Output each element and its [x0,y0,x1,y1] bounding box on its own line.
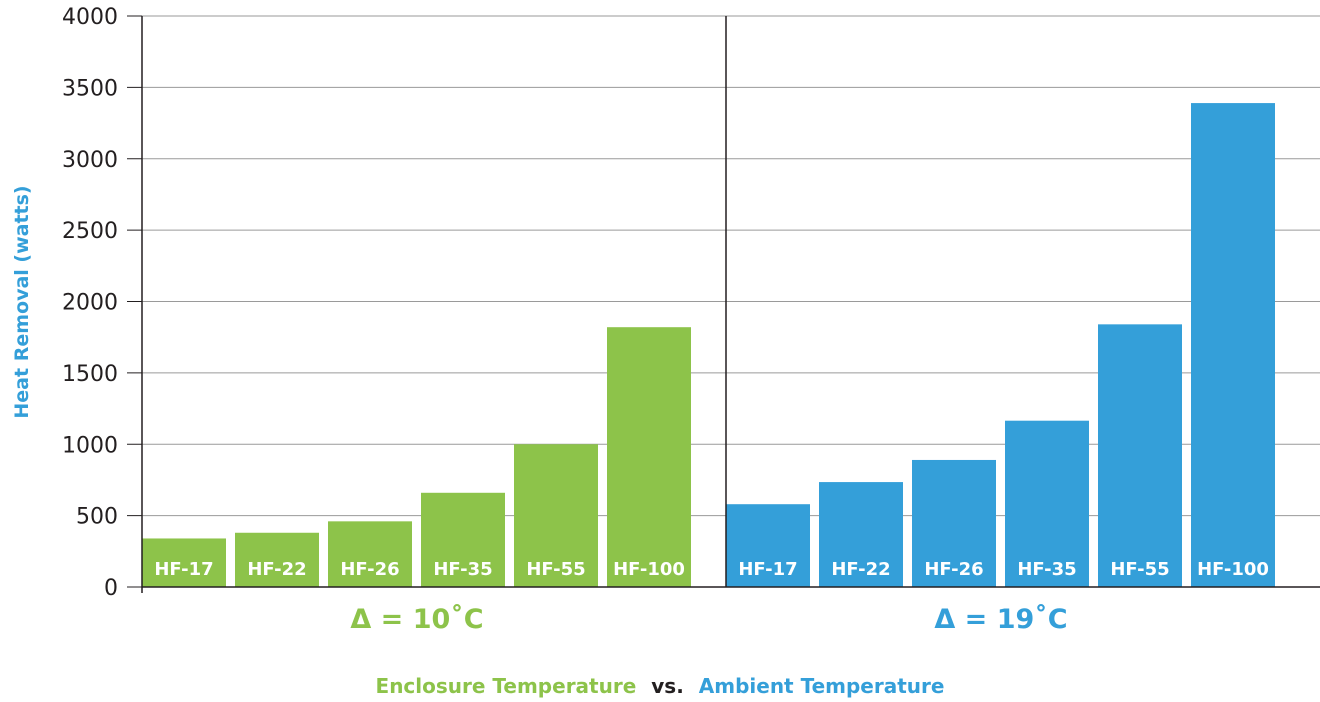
bar [912,459,996,587]
bar [421,492,505,587]
group-label: Δ = 10˚C [350,604,483,635]
bar [142,538,226,587]
bar [235,532,319,587]
bar-category-label: HF-35 [433,559,492,580]
bar-category-label: HF-22 [831,559,890,580]
bar [328,521,412,587]
y-tick-label: 3000 [62,148,118,173]
bar [726,504,810,587]
y-tick-label: 0 [104,576,118,601]
bar [607,327,691,587]
bar-category-label: HF-17 [738,559,797,580]
bar [1005,420,1089,587]
legend-separator: vs. [651,674,684,698]
bar-category-label: HF-17 [154,559,213,580]
y-tick-label: 500 [76,505,118,530]
bar-category-label: HF-26 [924,559,983,580]
y-tick-label: 1000 [62,433,118,458]
y-axis-label: Heat Removal (watts) [11,185,33,418]
y-tick-label: 1500 [62,362,118,387]
y-tick-labels: 0 500 1000 1500 2000 2500 3000 3500 4000 [62,5,118,601]
bar-category-label: HF-55 [1110,559,1169,580]
bar [1098,324,1182,587]
y-tick-label: 4000 [62,5,118,30]
grid-lines [127,15,1320,588]
bar [514,444,598,587]
bars: HF-17 HF-22 HF-26 HF-35 HF-55 HF-100 HF-17 HF-2… [142,103,1275,587]
axes [141,16,1320,593]
legend-right-label: Ambient Temperature [698,674,945,698]
bar-category-label: HF-55 [526,559,585,580]
y-tick-label: 2500 [62,219,118,244]
bar-category-label: HF-35 [1017,559,1076,580]
bar-category-label: HF-22 [247,559,306,580]
legend-left-label: Enclosure Temperature [375,674,637,698]
bar [819,482,903,587]
bar-category-label: HF-100 [1197,559,1269,580]
bar-category-label: HF-100 [613,559,685,580]
y-tick-label: 3500 [62,76,118,101]
group-label: Δ = 19˚C [934,604,1067,635]
legend: Enclosure Temperature vs. Ambient Temper… [0,674,1320,698]
bar-category-label: HF-26 [340,559,399,580]
group-labels: Δ = 10˚C Δ = 19˚C [350,604,1067,635]
y-tick-label: 2000 [62,291,118,316]
bar [1191,103,1275,587]
